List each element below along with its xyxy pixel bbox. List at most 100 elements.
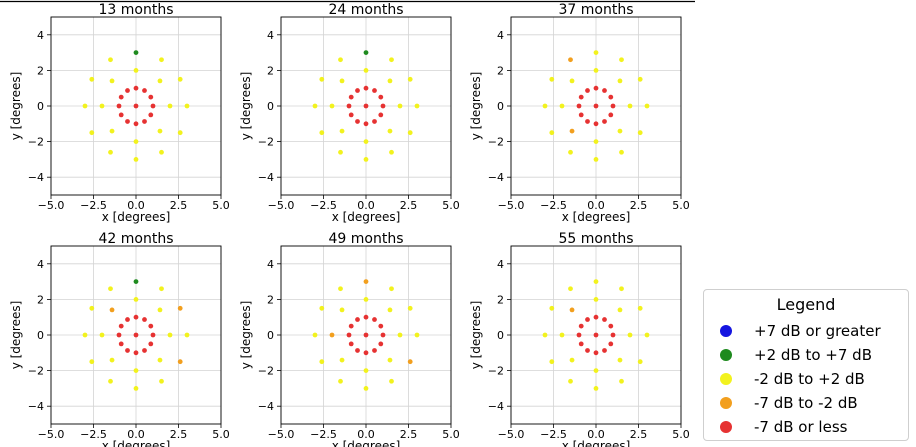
data-point — [378, 323, 384, 329]
data-point — [407, 76, 413, 82]
data-point — [407, 305, 413, 311]
y-tick-label: −2 — [28, 136, 44, 149]
data-point — [593, 332, 599, 338]
data-point — [608, 94, 614, 100]
data-point — [125, 119, 130, 124]
y-tick-label: 0 — [267, 329, 274, 342]
data-point — [363, 386, 369, 391]
data-point — [159, 378, 164, 384]
panel-title: 42 months — [99, 231, 174, 247]
data-point — [389, 57, 394, 63]
data-point — [167, 103, 173, 109]
data-point — [578, 341, 584, 347]
data-point — [99, 103, 105, 109]
y-axis-label: y [degrees] — [9, 72, 23, 141]
data-point — [387, 357, 393, 363]
data-point — [593, 50, 599, 55]
data-point — [387, 78, 393, 84]
data-point — [116, 332, 122, 338]
data-point — [363, 332, 369, 338]
data-point — [348, 341, 354, 347]
data-point — [157, 78, 163, 84]
panel-title: 24 months — [329, 2, 404, 18]
data-point — [407, 130, 413, 136]
data-point — [157, 357, 163, 363]
y-tick-label: 4 — [267, 258, 274, 271]
data-point — [549, 76, 555, 82]
data-point — [319, 305, 325, 311]
x-tick-label: 2.5 — [170, 199, 188, 212]
y-tick-label: 2 — [497, 293, 504, 306]
data-point — [593, 103, 599, 109]
data-point — [133, 279, 139, 284]
x-axis-label: x [degrees] — [102, 439, 171, 447]
data-point — [329, 103, 335, 109]
data-point — [602, 348, 607, 353]
data-point — [372, 119, 377, 124]
x-tick-label: 0.0 — [587, 428, 605, 441]
x-tick-label: 0.0 — [357, 199, 375, 212]
panel-title: 49 months — [329, 231, 404, 247]
data-point — [319, 130, 325, 136]
data-point — [380, 103, 386, 109]
x-tick-label: −5.0 — [38, 199, 65, 212]
y-axis-label: y [degrees] — [9, 301, 23, 370]
scatter-panel: −5.0 −2.5 0.0 2.5 5.0 4 2 0 −2 −4 37 months x [degr… — [469, 2, 690, 224]
legend-entry: -7 dB or less — [720, 416, 910, 438]
x-tick-label: 0.0 — [587, 199, 605, 212]
data-point — [312, 103, 318, 109]
legend-marker — [720, 421, 732, 433]
data-point — [585, 317, 590, 322]
x-axis-label: x [degrees] — [102, 210, 171, 224]
x-tick-label: −5.0 — [498, 199, 525, 212]
data-point — [593, 68, 599, 73]
legend-marker — [720, 397, 732, 409]
data-point — [339, 128, 345, 134]
data-point — [346, 332, 352, 338]
data-point — [372, 348, 377, 353]
data-point — [346, 103, 352, 109]
y-tick-label: −2 — [258, 136, 274, 149]
y-tick-label: 0 — [37, 329, 44, 342]
data-point — [109, 128, 115, 134]
data-point — [363, 68, 369, 73]
data-point — [150, 332, 156, 338]
x-axis-label: x [degrees] — [332, 439, 401, 447]
data-point — [133, 386, 139, 391]
x-tick-label: −2.5 — [540, 199, 567, 212]
data-point — [133, 85, 139, 91]
data-point — [167, 332, 173, 338]
y-axis-label: y [degrees] — [239, 72, 253, 141]
data-point — [363, 50, 369, 55]
data-point — [593, 297, 599, 302]
data-point — [133, 350, 139, 356]
x-tick-label: −5.0 — [268, 428, 295, 441]
data-point — [637, 76, 643, 82]
data-point — [355, 348, 360, 353]
x-tick-label: 2.5 — [400, 428, 418, 441]
data-point — [363, 103, 369, 109]
data-point — [133, 121, 139, 127]
data-point — [157, 128, 163, 134]
y-tick-label: 0 — [37, 100, 44, 113]
legend-marker — [720, 325, 732, 337]
data-point — [637, 130, 643, 136]
data-point — [569, 128, 575, 134]
y-tick-label: −4 — [488, 171, 504, 184]
x-tick-label: −2.5 — [80, 199, 107, 212]
data-point — [133, 297, 139, 302]
data-point — [387, 128, 393, 134]
x-tick-label: 0.0 — [127, 428, 145, 441]
data-point — [378, 341, 384, 347]
y-tick-label: 2 — [37, 64, 44, 77]
data-point — [133, 314, 139, 320]
data-point — [559, 103, 565, 109]
data-point — [355, 88, 360, 93]
data-point — [363, 157, 369, 162]
data-point — [637, 359, 643, 365]
y-tick-label: 4 — [267, 29, 274, 42]
y-tick-label: 2 — [267, 293, 274, 306]
data-point — [414, 332, 420, 338]
scatter-panel: −5.0 −2.5 0.0 2.5 5.0 4 2 0 −2 −4 13 months x [degr… — [9, 2, 230, 224]
data-point — [148, 94, 154, 100]
